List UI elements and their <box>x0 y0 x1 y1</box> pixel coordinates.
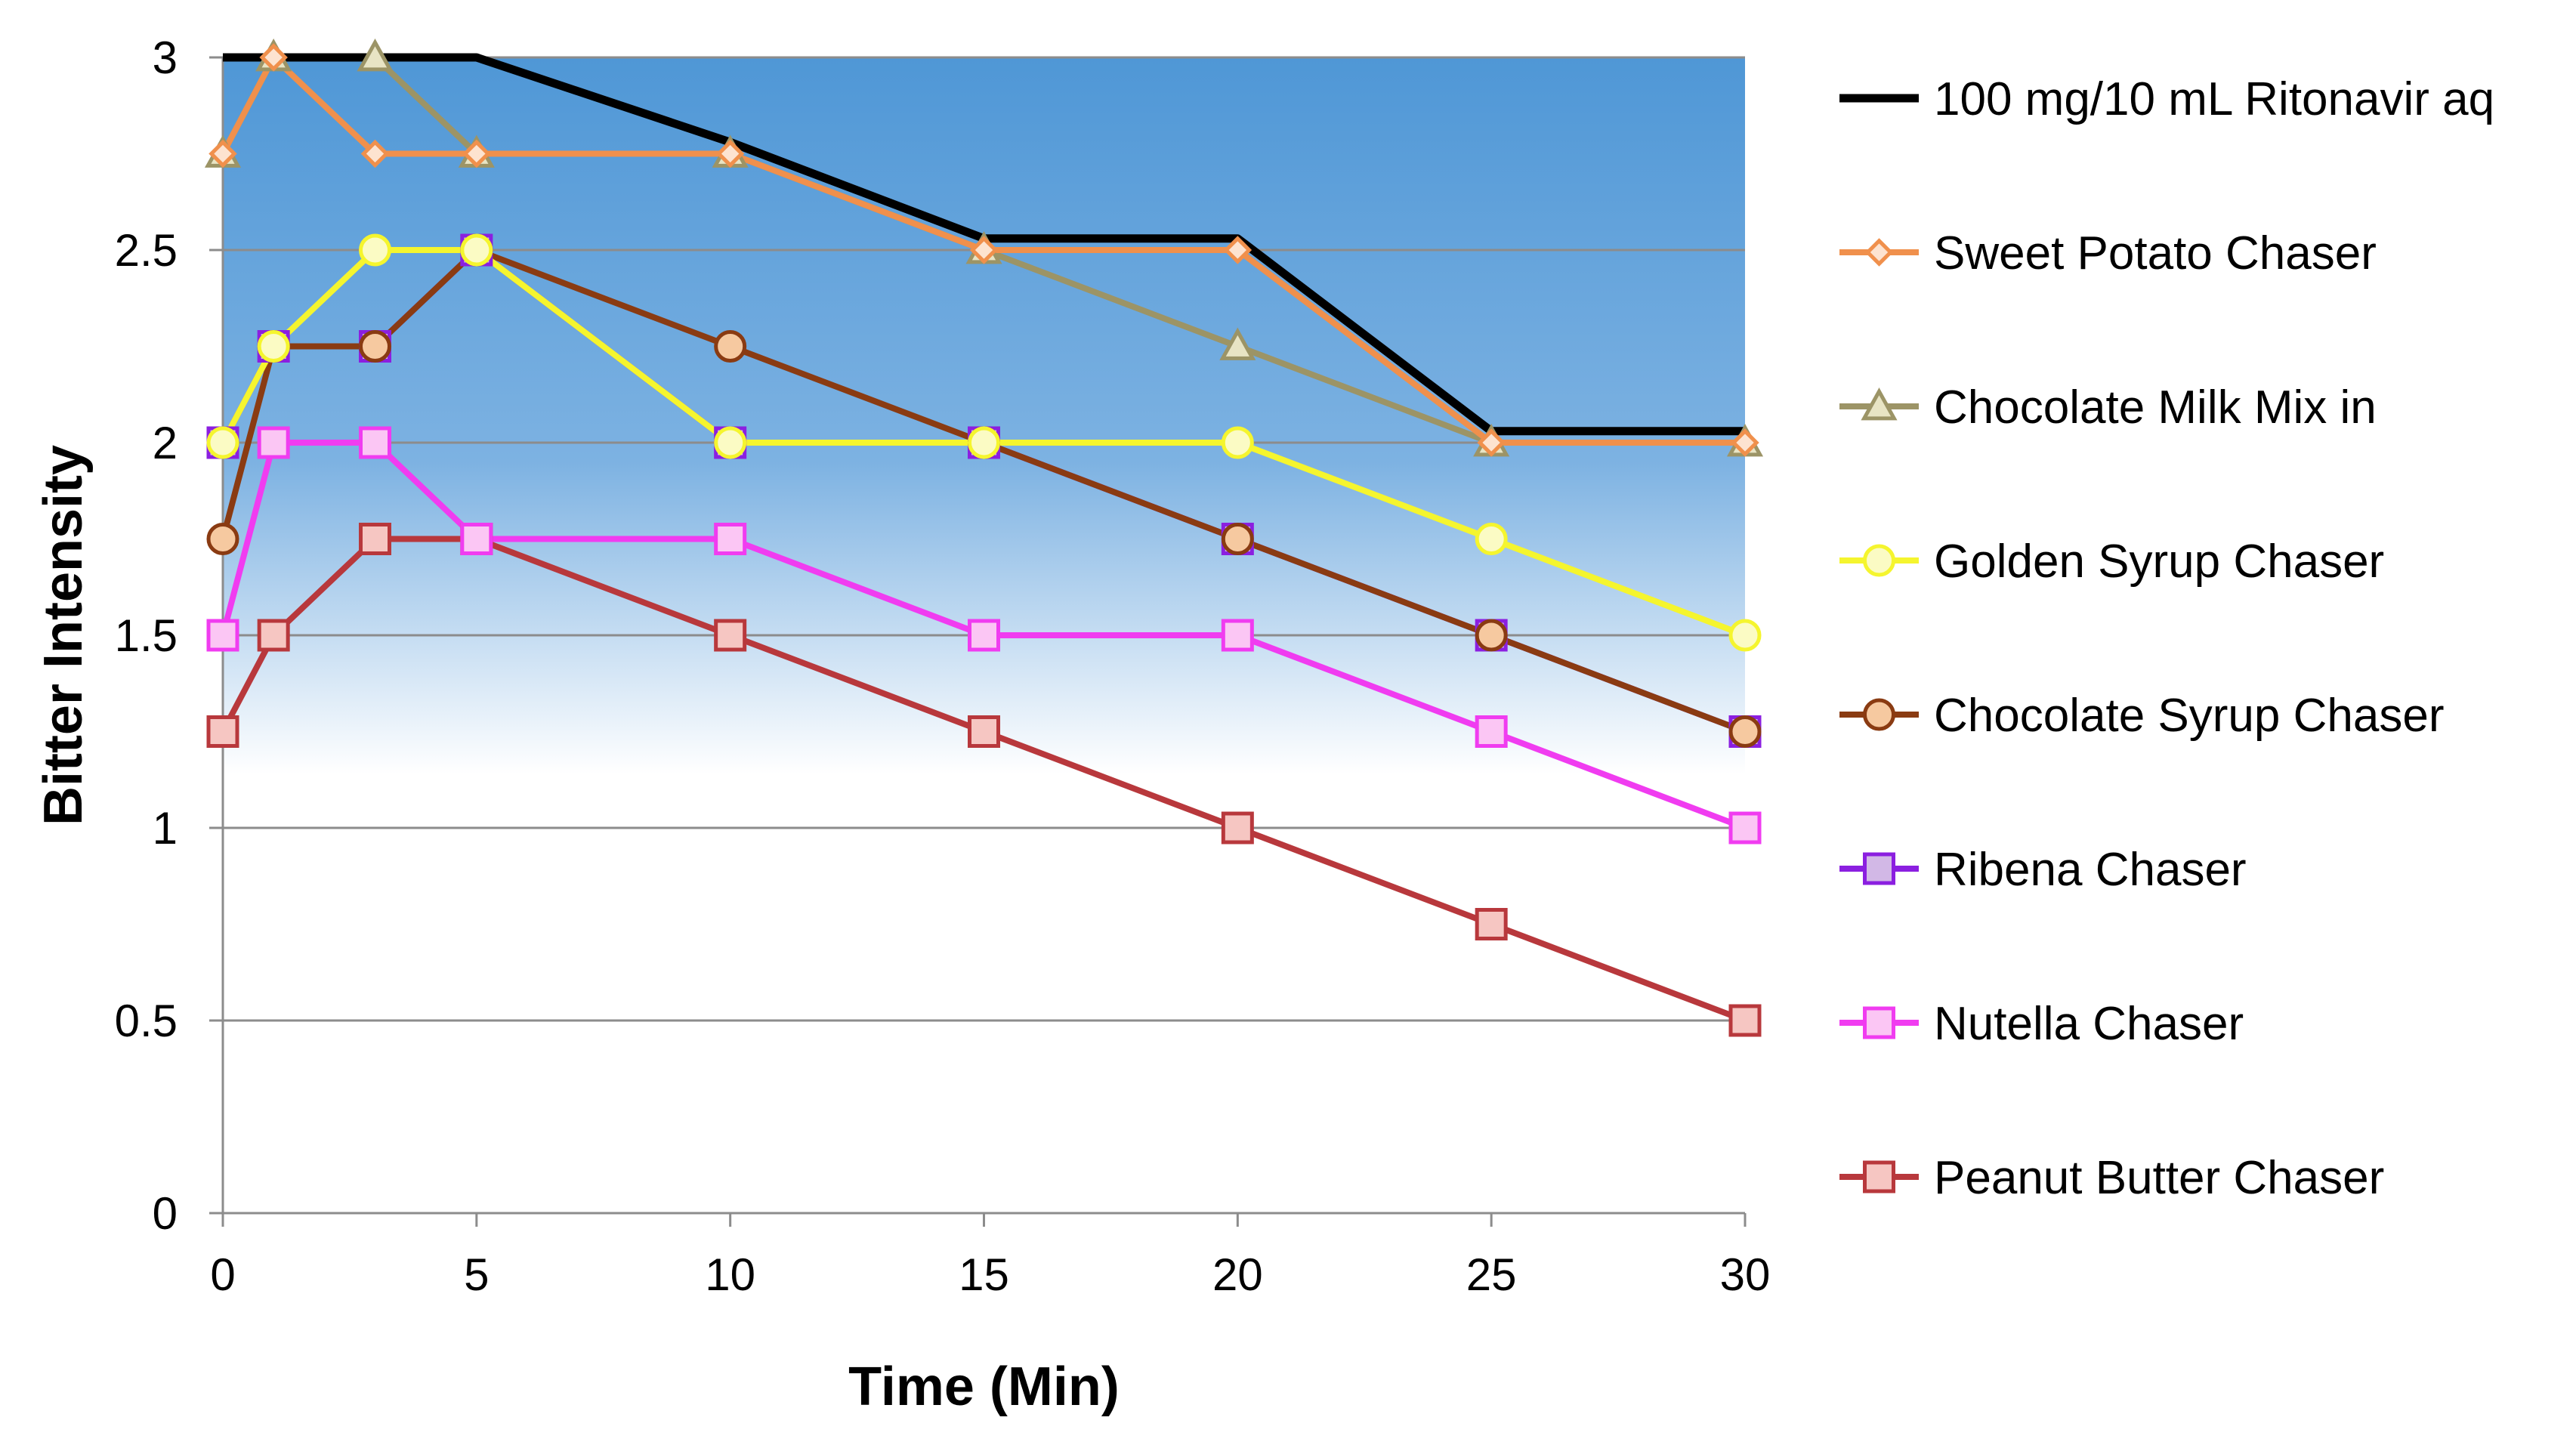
y-tick-label: 1.5 <box>115 610 178 661</box>
data-point-nutella-chaser <box>968 619 1000 652</box>
data-point-peanut-butter-chaser <box>1728 1004 1762 1037</box>
legend-item-nutella-chaser: Nutella Chaser <box>1839 998 2244 1050</box>
data-point-golden-syrup-chaser <box>359 233 391 267</box>
legend-label: Peanut Butter Chaser <box>1934 1152 2384 1204</box>
data-point-nutella-chaser <box>257 426 290 459</box>
y-tick-label: 2 <box>153 418 178 468</box>
data-point-peanut-butter-chaser <box>1475 908 1508 940</box>
data-point-nutella-chaser <box>206 619 239 652</box>
data-point-sweet-potato-chaser <box>462 139 491 168</box>
data-point-sweet-potato-chaser <box>1731 428 1759 457</box>
data-point-golden-syrup-chaser <box>1475 523 1508 555</box>
legend-item-ribena-chaser: Ribena Chaser <box>1839 844 2247 896</box>
legend-label: Golden Syrup Chaser <box>1934 536 2384 588</box>
data-point-sweet-potato-chaser <box>360 139 390 168</box>
data-point-chocolate-milk-mix-in <box>1219 327 1256 360</box>
y-axis-title: Bitter Intensity <box>33 445 94 826</box>
y-tick-label: 2.5 <box>115 225 178 276</box>
data-point-golden-syrup-chaser <box>714 426 747 459</box>
legend-swatch-marker <box>1863 698 1895 731</box>
x-tick-label: 5 <box>464 1249 489 1300</box>
tick-labels: 00.511.522.530 5 10 15 20 25 30 <box>115 32 1771 1300</box>
legend-swatch-marker <box>1863 544 1895 577</box>
data-point-peanut-butter-chaser <box>206 715 239 748</box>
x-axis-title: Time (Min) <box>848 1357 1120 1417</box>
legend: 100 mg/10 mL Ritonavir aq Sweet Potato Ch… <box>1839 73 2494 1204</box>
data-point-peanut-butter-chaser <box>1221 811 1254 845</box>
legend-item-100-mg-10-ml-ritonavir-aq: 100 mg/10 mL Ritonavir aq <box>1839 73 2494 125</box>
legend-label: Sweet Potato Chaser <box>1934 227 2377 279</box>
legend-label: Ribena Chaser <box>1934 844 2247 896</box>
data-point-nutella-chaser <box>714 523 747 555</box>
data-point-nutella-chaser <box>359 426 391 459</box>
y-tick-label: 3 <box>153 32 178 83</box>
legend-item-sweet-potato-chaser: Sweet Potato Chaser <box>1839 227 2377 279</box>
data-point-sweet-potato-chaser <box>715 139 745 168</box>
data-point-peanut-butter-chaser <box>968 715 1000 748</box>
data-point-chocolate-syrup-chaser <box>714 330 747 363</box>
x-tick-label: 20 <box>1212 1249 1263 1300</box>
data-point-nutella-chaser <box>1221 619 1254 652</box>
legend-item-chocolate-syrup-chaser: Chocolate Syrup Chaser <box>1839 690 2444 742</box>
legend-swatch-marker <box>1863 1160 1895 1193</box>
data-point-chocolate-milk-mix-in <box>357 39 394 72</box>
data-point-golden-syrup-chaser <box>1728 619 1762 652</box>
data-point-golden-syrup-chaser <box>968 426 1000 459</box>
data-point-sweet-potato-chaser <box>1223 236 1252 264</box>
data-point-nutella-chaser <box>1728 811 1762 845</box>
data-point-peanut-butter-chaser <box>257 619 290 652</box>
data-point-chocolate-syrup-chaser <box>1475 619 1508 652</box>
x-tick-label: 15 <box>959 1249 1009 1300</box>
data-point-golden-syrup-chaser <box>206 426 239 459</box>
data-point-nutella-chaser <box>460 523 493 555</box>
x-tick-label: 0 <box>210 1249 235 1300</box>
data-point-chocolate-syrup-chaser <box>206 523 239 555</box>
y-tick-label: 0 <box>153 1188 178 1239</box>
data-point-peanut-butter-chaser <box>714 619 747 652</box>
legend-swatch-marker <box>1863 1006 1895 1039</box>
data-point-sweet-potato-chaser <box>1477 428 1506 457</box>
y-tick-label: 0.5 <box>115 996 178 1046</box>
x-tick-label: 30 <box>1720 1249 1771 1300</box>
data-point-chocolate-syrup-chaser <box>1221 523 1254 555</box>
data-point-chocolate-syrup-chaser <box>1728 715 1762 748</box>
legend-swatch-marker <box>1863 852 1895 885</box>
data-point-golden-syrup-chaser <box>1221 426 1254 459</box>
x-tick-label: 10 <box>705 1249 755 1300</box>
legend-label: Chocolate Syrup Chaser <box>1934 690 2444 742</box>
data-point-chocolate-syrup-chaser <box>359 330 391 363</box>
data-point-nutella-chaser <box>1475 715 1508 748</box>
data-point-golden-syrup-chaser <box>257 330 290 363</box>
data-point-sweet-potato-chaser <box>259 43 288 72</box>
data-point-sweet-potato-chaser <box>969 236 999 264</box>
legend-item-peanut-butter-chaser: Peanut Butter Chaser <box>1839 1152 2384 1204</box>
series-markers <box>204 39 1764 1037</box>
legend-swatch-marker <box>1864 238 1894 267</box>
legend-item-chocolate-milk-mix-in: Chocolate Milk Mix in <box>1839 381 2377 434</box>
data-point-sweet-potato-chaser <box>208 139 237 168</box>
data-point-golden-syrup-chaser <box>460 233 493 267</box>
x-tick-label: 25 <box>1466 1249 1517 1300</box>
legend-label: Nutella Chaser <box>1934 998 2244 1050</box>
legend-label: Chocolate Milk Mix in <box>1934 381 2377 434</box>
legend-label: 100 mg/10 mL Ritonavir aq <box>1934 73 2494 125</box>
data-point-peanut-butter-chaser <box>359 523 391 555</box>
legend-item-golden-syrup-chaser: Golden Syrup Chaser <box>1839 536 2384 588</box>
legend-swatch-marker <box>1861 388 1898 421</box>
y-tick-label: 1 <box>153 803 178 854</box>
